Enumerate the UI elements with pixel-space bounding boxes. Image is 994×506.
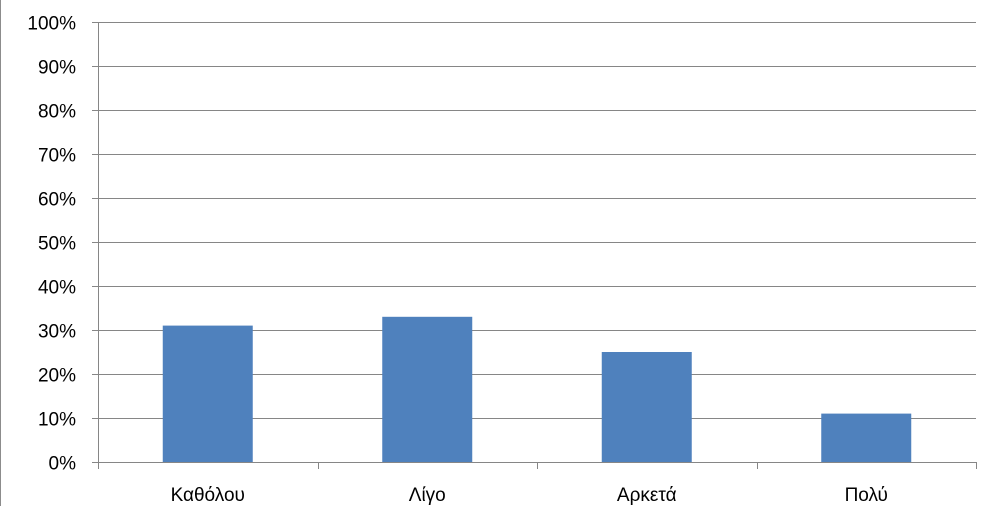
y-tick-label: 0% — [49, 454, 77, 475]
bar-1 — [162, 325, 253, 462]
y-tick-label: 70% — [38, 146, 76, 167]
bar-4 — [821, 413, 912, 462]
x-tick-label: Λίγο — [409, 485, 446, 506]
x-tick-label: Πολύ — [845, 485, 888, 506]
y-tick-label: 90% — [38, 58, 76, 79]
x-tick-labels: Καθόλου Λίγο Αρκετά Πολύ — [171, 485, 888, 506]
x-tick-label: Αρκετά — [617, 485, 677, 506]
y-tick-label: 80% — [38, 102, 76, 123]
y-tick-label: 100% — [27, 14, 76, 35]
bar-3 — [601, 352, 692, 462]
x-tick-label: Καθόλου — [171, 485, 245, 506]
bars — [162, 316, 912, 462]
bar-2 — [382, 316, 473, 462]
y-tick-label: 60% — [38, 190, 76, 211]
axes — [92, 22, 977, 469]
y-tick-label: 40% — [38, 278, 76, 299]
y-tick-label: 10% — [38, 410, 76, 431]
y-tick-label: 50% — [38, 234, 76, 255]
y-tick-labels: 0% 10% 20% 30% 40% 50% 60% 70% 80% 90% 100% — [27, 14, 76, 475]
y-tick-label: 30% — [38, 322, 76, 343]
y-tick-label: 20% — [38, 366, 76, 387]
